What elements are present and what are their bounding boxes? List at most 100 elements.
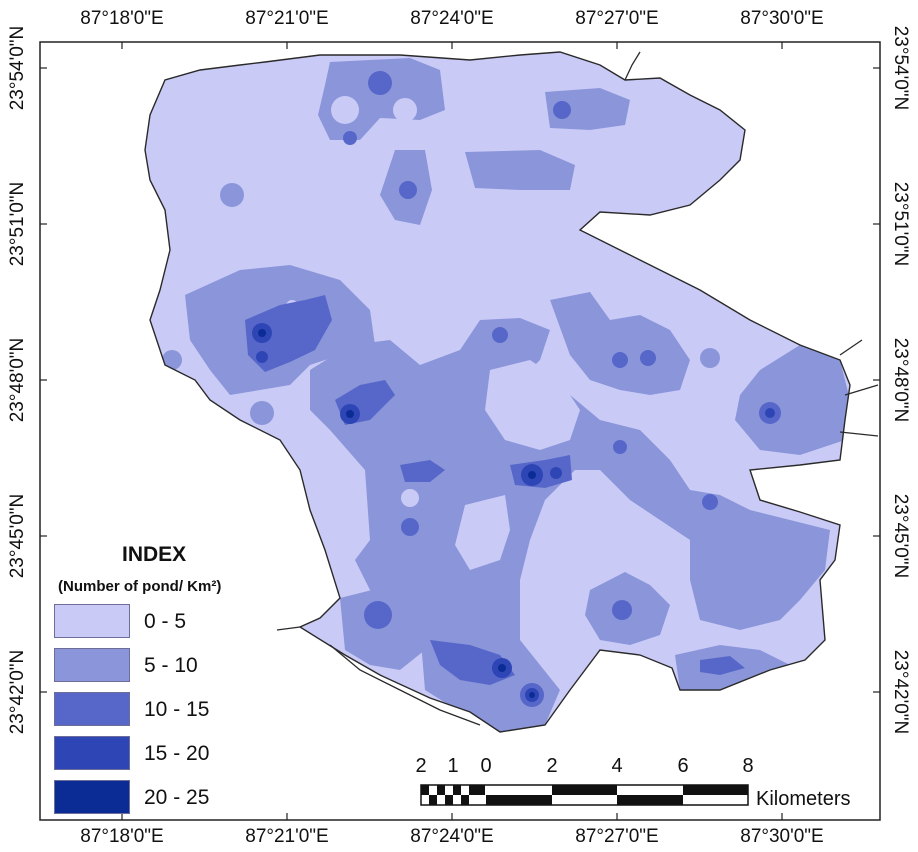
boundary-line-east-1 (839, 339, 863, 356)
legend-label-10-15: 10 - 15 (144, 698, 210, 721)
zone-10-15-spot-ec1 (612, 352, 628, 368)
legend-title: INDEX (122, 543, 187, 566)
zone-5-10-spot-w (162, 350, 182, 370)
scale-seg-top-3 (453, 785, 461, 795)
zone-5-10-east (735, 345, 850, 455)
scale-label-1: 1 (447, 755, 459, 777)
zone-5-10-east-center (550, 292, 690, 395)
zone-0-5-hole-1 (331, 96, 359, 124)
zone-10-15-spot-north (368, 71, 392, 95)
frame-ticks (40, 42, 880, 820)
zone-15-20-west2 (256, 351, 268, 363)
zone-10-15-spot-c4 (401, 518, 419, 536)
zone-20-25-s2 (529, 692, 535, 698)
zone-5-10-spot-sw (250, 401, 274, 425)
y-tick-left-2: 23°51'0"N (7, 181, 28, 267)
zone-5-10-northeast (545, 88, 630, 130)
boundary-line-southwest (276, 626, 301, 631)
zone-15-20-e (765, 408, 775, 418)
scale-seg-top-5 (552, 785, 617, 795)
zone-10-15-spot-nc2 (343, 131, 357, 145)
legend-swatch-5-10 (54, 648, 130, 682)
scale-seg-bot-5 (617, 795, 683, 805)
zone-20-25-west (258, 329, 266, 337)
scale-label-2-left: 2 (415, 755, 427, 777)
scale-seg-top-2 (437, 785, 445, 795)
scale-seg-bot-4 (486, 795, 552, 805)
zone-20-25-cw (346, 410, 354, 418)
scale-seg-top-4 (469, 785, 485, 795)
scale-label-2: 2 (546, 755, 558, 777)
zone-5-10-center-north (465, 150, 575, 190)
zone-10-15-west (245, 295, 332, 372)
legend-swatch-0-5 (54, 604, 130, 638)
zone-10-15-spot-sw (364, 601, 392, 629)
scale-label-6: 6 (677, 755, 689, 777)
y-tick-left-1: 23°54'0"N (7, 25, 28, 111)
legend-label-0-5: 0 - 5 (144, 610, 187, 633)
boundary-line-east-2 (839, 431, 879, 437)
zone-5-10-southwest (340, 588, 430, 670)
zone-10-15-center (400, 460, 445, 482)
zone-20-25-c (528, 471, 536, 479)
legend-subtitle: (Number of pond/ Km²) (58, 578, 222, 595)
x-tick-top-4: 87°27'0"E (575, 8, 659, 29)
scale-label-0: 0 (480, 755, 492, 777)
y-tick-right-2: 23°51'0"N (890, 181, 911, 267)
x-tick-top-2: 87°21'0"E (245, 8, 329, 29)
x-tick-bottom-2: 87°21'0"E (245, 826, 329, 847)
boundary-line-south (329, 644, 481, 726)
x-tick-bottom-3: 87°24'0"E (410, 826, 494, 847)
x-tick-top-5: 87°30'0"E (740, 8, 824, 29)
boundary-line-east-3 (844, 384, 879, 396)
zone-5-10-central (310, 318, 830, 650)
scale-bar (420, 784, 749, 806)
scale-seg-bot-1 (429, 795, 437, 805)
x-tick-bottom-4: 87°27'0"E (575, 826, 659, 847)
boundary-line-north (624, 51, 641, 81)
legend-label-15-20: 15 - 20 (144, 742, 210, 765)
y-tick-left-5: 23°42'0"N (7, 649, 28, 735)
zone-10-15-spot-nc (399, 181, 417, 199)
zone-0-5-hole-3 (455, 495, 510, 570)
zone-20-25-s (498, 664, 506, 672)
x-tick-top-3: 87°24'0"E (410, 8, 494, 29)
y-tick-right-3: 23°48'0"N (890, 337, 911, 423)
legend-label-5-10: 5 - 10 (144, 654, 198, 677)
x-tick-bottom-5: 87°30'0"E (740, 826, 824, 847)
scale-label-4: 4 (611, 755, 623, 777)
scale-label-8: 8 (742, 755, 754, 777)
y-tick-right-1: 23°54'0"N (890, 25, 911, 111)
zone-10-15-spot-c2 (613, 440, 627, 454)
zone-5-10-spot-nw (220, 183, 244, 207)
scale-seg-top-1 (421, 785, 429, 795)
zone-15-20-c2 (550, 467, 562, 479)
scale-seg-top-6 (683, 785, 748, 795)
legend-swatch-20-25 (54, 780, 130, 814)
zone-10-15-southeast (700, 656, 745, 675)
zone-10-15-spot-c (492, 327, 508, 343)
district-boundary (144, 51, 851, 733)
density-zones (162, 58, 850, 732)
y-tick-left-4: 23°45'0"N (7, 493, 28, 579)
zone-0-5-hole-4 (485, 360, 580, 450)
y-tick-left-3: 23°48'0"N (7, 337, 28, 423)
legend-label-20-25: 20 - 25 (144, 786, 210, 809)
zone-5-10-spot-e (700, 348, 720, 368)
legend-swatch-15-20 (54, 736, 130, 770)
y-tick-right-4: 23°45'0"N (890, 493, 911, 579)
x-tick-top-1: 87°18'0"E (80, 8, 164, 29)
legend-swatch-10-15 (54, 692, 130, 726)
zone-0-5-hole-2 (393, 98, 417, 122)
zone-10-15-spot-c3 (702, 494, 718, 510)
x-tick-bottom-1: 87°18'0"E (80, 826, 164, 847)
zone-10-15-spot-ec2 (640, 350, 656, 366)
zone-10-15-south (430, 640, 515, 685)
scale-unit: Kilometers (756, 788, 851, 810)
y-tick-right-5: 23°42'0"N (890, 649, 911, 735)
scale-seg-bot-3 (461, 795, 469, 805)
scale-seg-bot-2 (445, 795, 453, 805)
zone-10-15-spot-ne (553, 101, 571, 119)
